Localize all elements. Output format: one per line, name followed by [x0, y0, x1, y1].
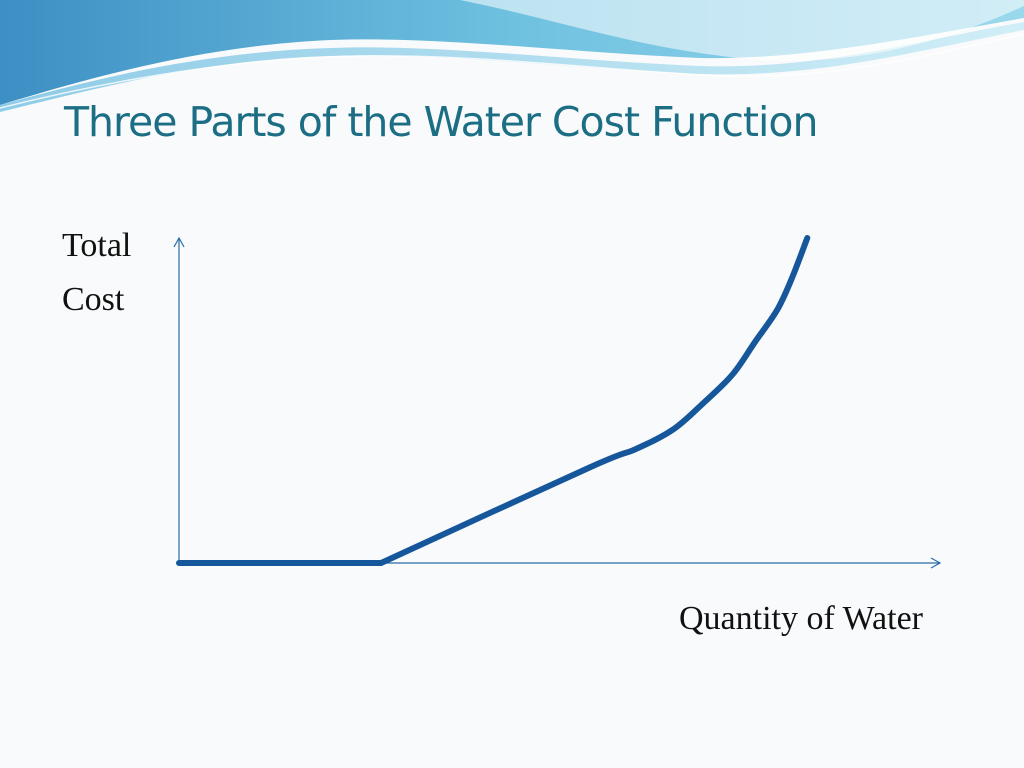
slide-title: Three Parts of the Water Cost Function	[64, 98, 818, 146]
decorative-wave-banner	[0, 0, 1024, 112]
total-cost-curve	[176, 235, 811, 566]
x-axis-label: Quantity of Water	[679, 600, 924, 637]
y-axis-label-line-1: Total	[62, 227, 131, 264]
y-axis-label-line-2: Cost	[62, 281, 125, 318]
